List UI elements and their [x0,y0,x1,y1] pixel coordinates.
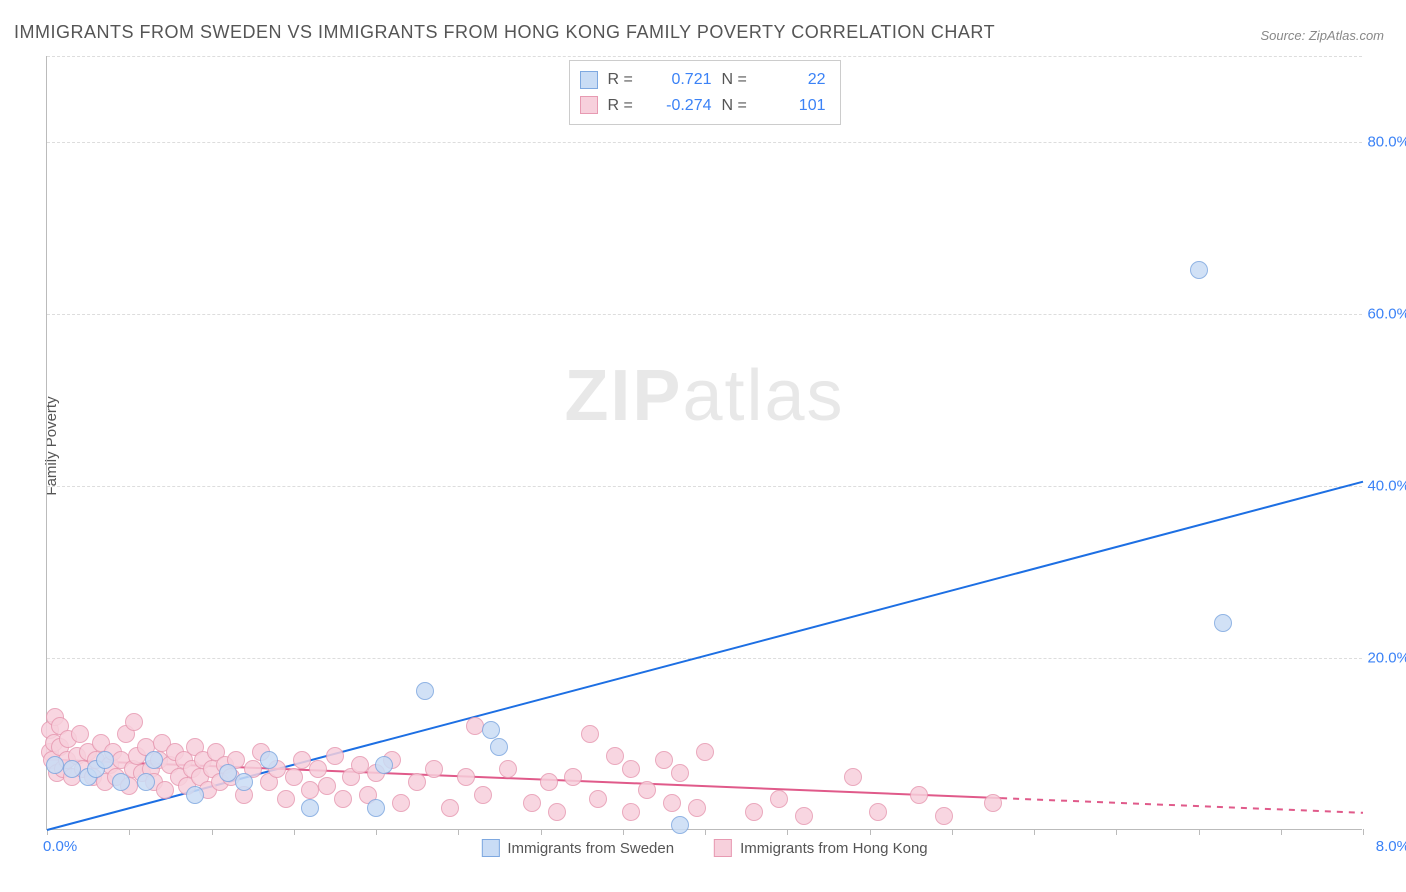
legend: Immigrants from Sweden Immigrants from H… [481,839,927,857]
point-hongkong [277,790,295,808]
legend-item-hongkong: Immigrants from Hong Kong [714,839,928,857]
point-hongkong [770,790,788,808]
point-hongkong [622,803,640,821]
point-hongkong [688,799,706,817]
point-hongkong [655,751,673,769]
point-hongkong [71,725,89,743]
point-hongkong [457,768,475,786]
swatch-icon [481,839,499,857]
point-hongkong [466,717,484,735]
x-origin-label: 0.0% [43,838,77,855]
point-sweden [260,751,278,769]
y-tick-label: 60.0% [1367,306,1406,323]
point-hongkong [844,768,862,786]
point-sweden [367,799,385,817]
legend-label: Immigrants from Hong Kong [740,840,928,857]
point-hongkong [392,794,410,812]
point-hongkong [795,807,813,825]
y-tick-label: 20.0% [1367,650,1406,667]
point-hongkong [564,768,582,786]
point-hongkong [589,790,607,808]
point-sweden [482,721,500,739]
stat-label: R = [608,93,638,119]
point-sweden [46,756,64,774]
stat-value: 22 [762,67,826,93]
swatch-icon [714,839,732,857]
stat-label: N = [722,67,752,93]
point-hongkong [301,781,319,799]
point-hongkong [935,807,953,825]
swatch-icon [580,71,598,89]
point-sweden [219,764,237,782]
plot-area: ZIPatlas 20.0%40.0%60.0%80.0% 0.0% 8.0% … [46,56,1362,830]
point-hongkong [408,773,426,791]
point-hongkong [671,764,689,782]
correlation-stats-box: R = 0.721 N = 22 R = -0.274 N = 101 [569,60,841,125]
chart-title: IMMIGRANTS FROM SWEDEN VS IMMIGRANTS FRO… [14,22,995,43]
x-max-label: 8.0% [1376,838,1406,855]
point-sweden [112,773,130,791]
stat-label: N = [722,93,752,119]
point-hongkong [293,751,311,769]
point-sweden [490,738,508,756]
point-hongkong [351,756,369,774]
point-sweden [63,760,81,778]
point-hongkong [425,760,443,778]
point-hongkong [125,713,143,731]
point-sweden [671,816,689,834]
stat-value: 0.721 [648,67,712,93]
point-sweden [301,799,319,817]
point-hongkong [474,786,492,804]
point-hongkong [696,743,714,761]
point-sweden [186,786,204,804]
stats-row-sweden: R = 0.721 N = 22 [580,67,826,93]
trend-lines [47,56,1362,829]
point-hongkong [638,781,656,799]
point-hongkong [523,794,541,812]
stat-label: R = [608,67,638,93]
point-sweden [416,682,434,700]
point-hongkong [309,760,327,778]
point-sweden [1214,614,1232,632]
source-attribution: Source: ZipAtlas.com [1260,28,1384,43]
point-sweden [235,773,253,791]
point-hongkong [910,786,928,804]
stats-row-hongkong: R = -0.274 N = 101 [580,93,826,119]
point-hongkong [540,773,558,791]
point-sweden [137,773,155,791]
stat-value: 101 [762,93,826,119]
point-hongkong [663,794,681,812]
stat-value: -0.274 [648,93,712,119]
point-hongkong [745,803,763,821]
point-hongkong [318,777,336,795]
point-hongkong [499,760,517,778]
point-hongkong [326,747,344,765]
point-hongkong [869,803,887,821]
point-hongkong [334,790,352,808]
point-hongkong [441,799,459,817]
point-sweden [1190,261,1208,279]
point-hongkong [581,725,599,743]
swatch-icon [580,96,598,114]
point-hongkong [285,768,303,786]
point-hongkong [984,794,1002,812]
legend-item-sweden: Immigrants from Sweden [481,839,674,857]
point-sweden [145,751,163,769]
y-tick-label: 40.0% [1367,478,1406,495]
point-hongkong [606,747,624,765]
y-tick-label: 80.0% [1367,134,1406,151]
point-sweden [375,756,393,774]
legend-label: Immigrants from Sweden [507,840,674,857]
point-sweden [96,751,114,769]
point-hongkong [548,803,566,821]
point-hongkong [622,760,640,778]
